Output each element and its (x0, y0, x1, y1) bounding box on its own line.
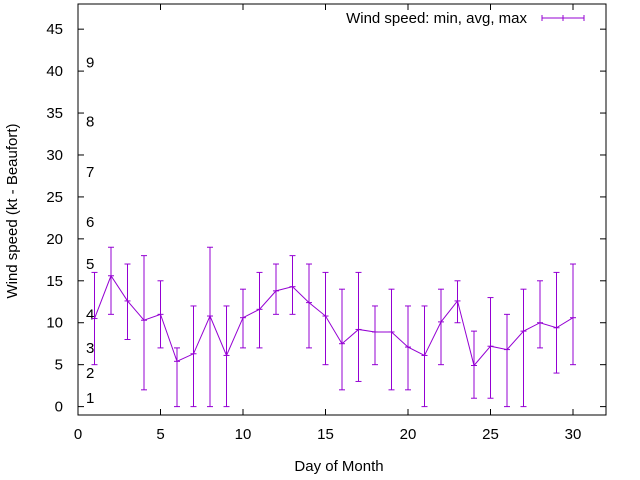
y-tick-label: 5 (55, 357, 63, 374)
y-tick-label: 15 (46, 273, 63, 290)
x-tick-label: 20 (400, 426, 417, 443)
beaufort-label: 8 (86, 113, 94, 130)
beaufort-label: 3 (86, 340, 94, 357)
beaufort-label: 2 (86, 365, 94, 382)
plot-frame (77, 3, 607, 416)
y-tick-label: 10 (46, 315, 63, 332)
y-tick-label: 35 (46, 105, 63, 122)
beaufort-label: 4 (86, 306, 94, 323)
y-tick-label: 20 (46, 231, 63, 248)
beaufort-label: 1 (86, 390, 94, 407)
y-tick-label: 25 (46, 189, 63, 206)
x-tick-label: 15 (317, 426, 334, 443)
x-axis-label: Day of Month (294, 458, 383, 475)
y-axis-label: Wind speed (kt - Beaufort) (4, 123, 21, 298)
beaufort-scale-labels: 1 2 3 4 5 6 7 8 9 (86, 55, 94, 408)
beaufort-label: 7 (86, 164, 94, 181)
legend-sample (541, 15, 585, 21)
y-tick-label: 0 (55, 399, 63, 416)
beaufort-label: 5 (86, 256, 94, 273)
beaufort-label: 9 (86, 55, 94, 72)
legend-label: Wind speed: min, avg, max (346, 10, 527, 27)
x-tick-label: 0 (74, 426, 82, 443)
x-tick-label: 10 (235, 426, 252, 443)
beaufort-label: 6 (86, 214, 94, 231)
y-tick-label: 40 (46, 63, 63, 80)
y-tick-label: 30 (46, 147, 63, 164)
y-tick-label: 45 (46, 21, 63, 38)
x-axis-ticks: 0 5 10 15 20 25 30 (74, 4, 582, 443)
x-tick-label: 30 (565, 426, 582, 443)
x-tick-label: 25 (482, 426, 499, 443)
series-line (94, 274, 574, 367)
legend: Wind speed: min, avg, max (346, 10, 585, 27)
series-layer (91, 246, 576, 408)
x-tick-label: 5 (156, 426, 164, 443)
